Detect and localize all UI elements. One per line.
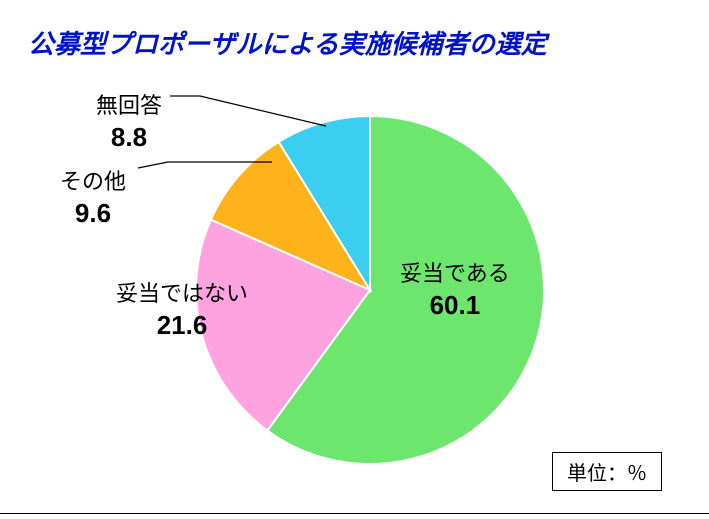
slice-value: 9.6 [60,197,126,231]
slice-value: 60.1 [400,289,510,323]
slice-name: 妥当である [400,260,510,289]
slice-label-no-answer: 無回答 8.8 [96,92,162,154]
slice-name: 無回答 [96,92,162,121]
slice-value: 8.8 [96,121,162,155]
slice-label-other: その他 9.6 [60,168,126,230]
chart-title: 公募型プロポーザルによる実施候補者の選定 [28,24,547,61]
slice-name: その他 [60,168,126,197]
slice-label-not-appropriate: 妥当ではない 21.6 [116,280,248,342]
slice-label-appropriate: 妥当である 60.1 [400,260,510,322]
unit-label: 単位：％ [552,452,662,491]
slice-name: 妥当ではない [116,280,248,309]
bottom-line [0,513,709,514]
slice-value: 21.6 [116,309,248,343]
